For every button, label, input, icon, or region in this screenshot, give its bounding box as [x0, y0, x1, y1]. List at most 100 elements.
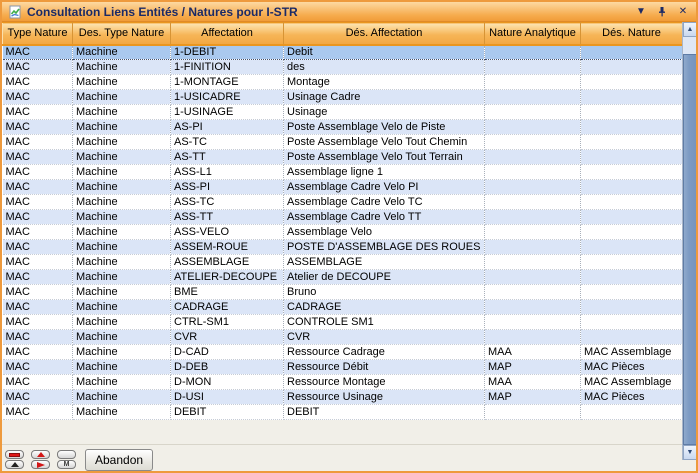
table-cell [484, 119, 581, 135]
table-cell: Montage [283, 74, 485, 90]
table-row[interactable]: MAC Machine ASS-TT Assemblage Cadre Velo TT [2, 209, 683, 225]
table-row[interactable]: MAC Machine CTRL-SM1 CONTROLE SM1 [2, 314, 683, 330]
close-icon[interactable]: ✕ [678, 6, 688, 17]
table-row[interactable]: MAC Machine ASS-PI Assemblage Cadre Velo PI [2, 179, 683, 195]
table-body: MAC Machine 1-DEBIT Debit MAC Machine 1-FINITI… [2, 44, 683, 420]
black-triangle-up-icon[interactable] [5, 460, 24, 469]
column-header-des-affectation[interactable]: Dés. Affectation [283, 22, 485, 46]
column-header-affectation[interactable]: Affectation [170, 22, 284, 46]
abandon-button[interactable]: Abandon [85, 449, 154, 471]
table-cell: ASS-VELO [170, 224, 284, 240]
table-cell: Poste Assemblage Velo Tout Chemin [283, 134, 485, 150]
scroll-thumb[interactable] [683, 54, 696, 445]
table-row[interactable]: MAC Machine D-CAD Ressource Cadrage MAA MAC A… [2, 344, 683, 360]
table-cell: MAC [2, 74, 73, 90]
table-row[interactable]: MAC Machine DEBIT DEBIT [2, 404, 683, 420]
table-cell [580, 134, 683, 150]
table-row[interactable]: MAC Machine CVR CVR [2, 329, 683, 345]
column-header-type-nature[interactable]: Type Nature [2, 22, 73, 46]
m-icon[interactable]: M [57, 460, 76, 469]
table-cell: MAC [2, 59, 73, 75]
table-cell: MAC [2, 299, 73, 315]
table-cell: Assemblage Cadre Velo TC [283, 194, 485, 210]
table-row[interactable]: MAC Machine 1-DEBIT Debit [2, 44, 683, 60]
red-wedge-right-icon[interactable] [31, 460, 50, 469]
table-row[interactable]: MAC Machine D-MON Ressource Montage MAA MAC A… [2, 374, 683, 390]
pin-icon[interactable] [654, 4, 670, 20]
table-cell [580, 224, 683, 240]
table-cell: des [283, 59, 485, 75]
table-row[interactable]: MAC Machine ASSEM-ROUE POSTE D'ASSEMBLAGE D… [2, 239, 683, 255]
table-row[interactable]: MAC Machine ASS-L1 Assemblage ligne 1 [2, 164, 683, 180]
table-cell [484, 104, 581, 120]
table-cell [484, 329, 581, 345]
chevron-down-icon[interactable]: ▼ [636, 6, 646, 17]
table-cell: Machine [72, 44, 171, 60]
table-cell [484, 149, 581, 165]
table-cell: MAC [2, 224, 73, 240]
table-row[interactable]: MAC Machine CADRAGE CADRAGE [2, 299, 683, 315]
table-cell: MAC [2, 119, 73, 135]
table-cell: Ressource Montage [283, 374, 485, 390]
table-cell: Machine [72, 299, 171, 315]
table-cell: Poste Assemblage Velo Tout Terrain [283, 149, 485, 165]
table-row[interactable]: MAC Machine ASS-TC Assemblage Cadre Velo TC [2, 194, 683, 210]
table-cell: Machine [72, 344, 171, 360]
table-cell: CADRAGE [170, 299, 284, 315]
table-cell: AS-TT [170, 149, 284, 165]
table-cell: MAC [2, 329, 73, 345]
table-cell: MAC [2, 239, 73, 255]
table-row[interactable]: MAC Machine D-USI Ressource Usinage MAP MAC P… [2, 389, 683, 405]
table-cell [580, 104, 683, 120]
table-row[interactable]: MAC Machine 1-USICADRE Usinage Cadre [2, 89, 683, 105]
table-cell [484, 269, 581, 285]
table-cell: Machine [72, 329, 171, 345]
table-header: Type Nature Des. Type Nature Affectation… [2, 22, 683, 46]
table-row[interactable]: MAC Machine AS-PI Poste Assemblage Velo de … [2, 119, 683, 135]
table-cell: MAC [2, 134, 73, 150]
vertical-scrollbar[interactable]: ▲ ▼ [682, 22, 696, 460]
table-row[interactable]: MAC Machine ATELIER-DECOUPE Atelier de DECO… [2, 269, 683, 285]
blank-icon[interactable] [57, 450, 76, 459]
column-header-des-nature[interactable]: Dés. Nature [580, 22, 683, 46]
table-row[interactable]: MAC Machine BME Bruno [2, 284, 683, 300]
table-cell: Ressource Usinage [283, 389, 485, 405]
table-cell: Machine [72, 404, 171, 420]
table-cell [484, 224, 581, 240]
table-row[interactable]: MAC Machine 1-MONTAGE Montage [2, 74, 683, 90]
table-cell: 1-FINITION [170, 59, 284, 75]
table-cell: Debit [283, 44, 485, 60]
table-cell: ASS-PI [170, 179, 284, 195]
table-row[interactable]: MAC Machine ASS-VELO Assemblage Velo [2, 224, 683, 240]
column-header-des-type-nature[interactable]: Des. Type Nature [72, 22, 171, 46]
table-row[interactable]: MAC Machine AS-TT Poste Assemblage Velo Tou… [2, 149, 683, 165]
table-cell: Machine [72, 89, 171, 105]
table-cell: Machine [72, 239, 171, 255]
scroll-up-button[interactable]: ▲ [683, 22, 696, 37]
table-cell: CVR [170, 329, 284, 345]
panel-title: Consultation Liens Entités / Natures pou… [27, 4, 298, 19]
red-triangle-up-icon[interactable] [31, 450, 50, 459]
scroll-down-button[interactable]: ▼ [683, 445, 696, 460]
table-cell: CVR [283, 329, 485, 345]
table-cell: MAA [484, 374, 581, 390]
table-cell [580, 209, 683, 225]
table-cell [580, 44, 683, 60]
column-header-nature-analytique[interactable]: Nature Analytique [484, 22, 581, 46]
table-cell: D-USI [170, 389, 284, 405]
table-cell: MAC [2, 284, 73, 300]
table-cell: 1-DEBIT [170, 44, 284, 60]
table-cell: MAC [2, 89, 73, 105]
titlebar: Consultation Liens Entités / Natures pou… [2, 2, 696, 22]
table-cell: AS-TC [170, 134, 284, 150]
table-cell: Machine [72, 59, 171, 75]
red-bar-icon[interactable] [5, 450, 24, 459]
table-row[interactable]: MAC Machine D-DEB Ressource Débit MAP MAC Piè… [2, 359, 683, 375]
table-cell [484, 314, 581, 330]
table-row[interactable]: MAC Machine 1-FINITION des [2, 59, 683, 75]
table-cell: MAC [2, 254, 73, 270]
table-row[interactable]: MAC Machine AS-TC Poste Assemblage Velo Tou… [2, 134, 683, 150]
table-cell: Machine [72, 374, 171, 390]
table-row[interactable]: MAC Machine ASSEMBLAGE ASSEMBLAGE [2, 254, 683, 270]
table-row[interactable]: MAC Machine 1-USINAGE Usinage [2, 104, 683, 120]
